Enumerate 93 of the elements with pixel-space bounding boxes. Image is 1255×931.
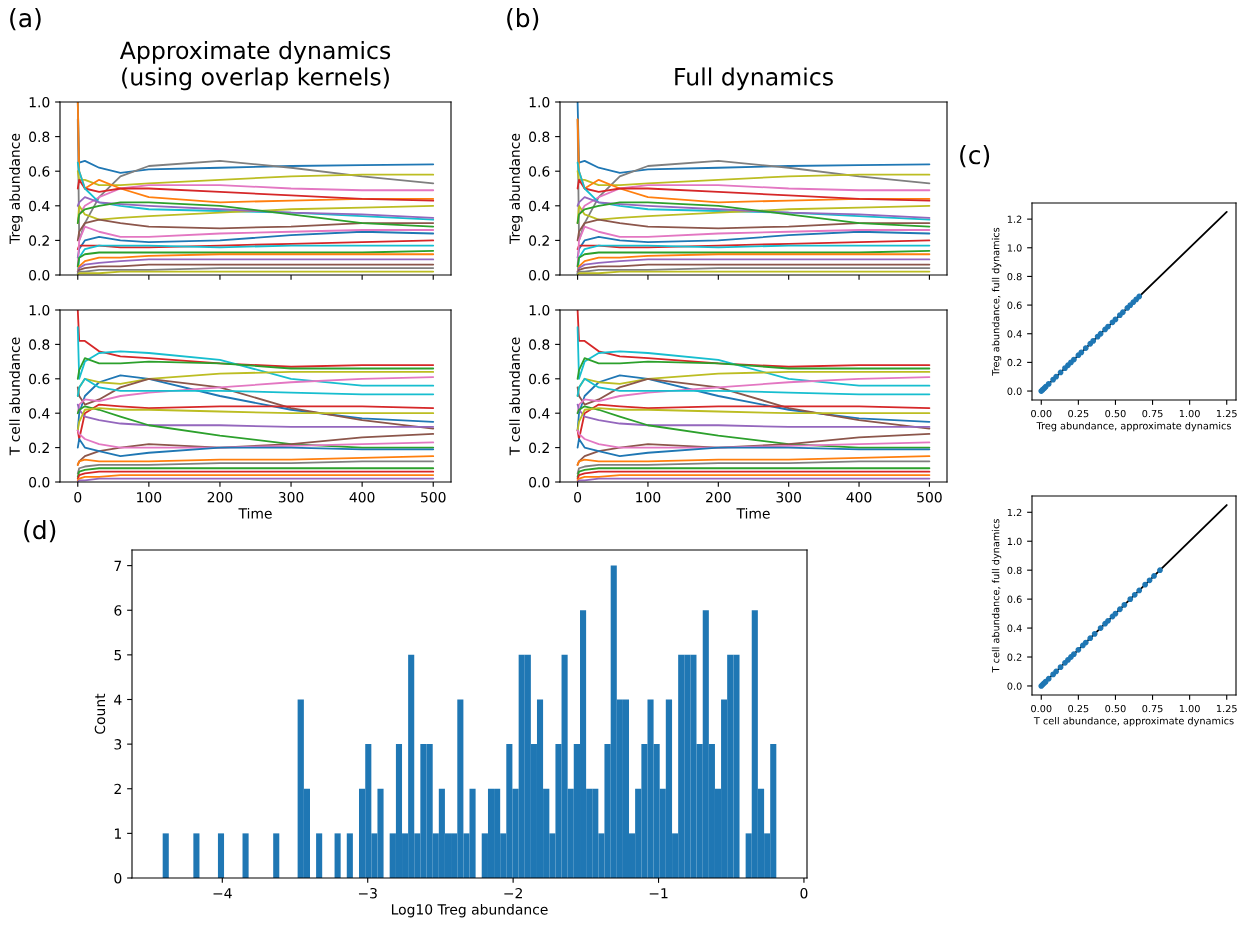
x-tick-label: 1.25 — [1216, 409, 1237, 418]
y-tick-label: 0.2 — [529, 235, 549, 246]
x-axis-title: Treg abundance, approximate dynamics — [1036, 421, 1231, 432]
x-tick-label: 400 — [846, 491, 872, 503]
chart-title: Full dynamics — [675, 67, 833, 91]
y-tick-label: 2 — [114, 783, 121, 795]
y-tick-label: 6 — [114, 605, 122, 616]
x-tick-label: 1.25 — [1216, 704, 1237, 713]
x-tick-label: 1.00 — [1179, 409, 1200, 418]
y-tick-label: 0.8 — [529, 131, 550, 143]
y-tick-label: 0.2 — [29, 442, 49, 454]
y-tick-label: 0.0 — [1007, 387, 1022, 395]
x-tick-label: 0 — [74, 491, 82, 503]
y-tick-label: 0.4 — [29, 200, 50, 212]
y-tick-label: 0.8 — [1007, 566, 1022, 574]
x-axis-title: Time — [238, 507, 272, 519]
y-tick-label: 0.6 — [529, 166, 550, 177]
x-tick-label: −2 — [504, 887, 522, 899]
y-tick-label: 7 — [114, 560, 122, 571]
x-tick-label: 0.75 — [1142, 409, 1163, 418]
y-tick-label: 0.6 — [29, 166, 50, 177]
x-tick-label: 0 — [800, 887, 808, 899]
x-tick-label: 0 — [574, 491, 582, 503]
y-tick-label: 0.0 — [529, 269, 550, 281]
y-tick-label: 0.0 — [1007, 682, 1022, 690]
text: (c) — [960, 145, 990, 168]
y-tick-label: 0.4 — [529, 408, 550, 419]
x-tick-label: 200 — [207, 491, 233, 503]
y-tick-label: 1.0 — [29, 96, 50, 108]
y-axis-title: T cell abundance — [9, 337, 20, 456]
y-tick-label: 1.0 — [529, 304, 550, 316]
x-tick-label: 0.75 — [1142, 704, 1163, 713]
x-tick-label: −3 — [358, 887, 377, 899]
x-tick-label: 200 — [706, 491, 731, 503]
y-tick-label: 0.4 — [1007, 330, 1022, 338]
y-tick-label: 0.0 — [529, 476, 550, 488]
y-tick-label: 4 — [114, 694, 122, 705]
x-tick-label: 0.50 — [1105, 704, 1126, 713]
y-tick-label: 1.0 — [1007, 537, 1022, 546]
y-axis-title: Count — [94, 693, 106, 734]
y-tick-label: 0.2 — [29, 235, 49, 246]
x-tick-label: −1 — [649, 888, 668, 899]
x-tick-label: 300 — [278, 491, 304, 503]
x-tick-label: −4 — [213, 888, 232, 899]
y-tick-label: 0 — [114, 872, 122, 884]
x-tick-label: 300 — [776, 491, 802, 503]
y-tick-label: 1 — [114, 828, 121, 839]
y-axis-title: Treg abundance — [509, 133, 523, 244]
y-tick-label: 0.8 — [29, 131, 50, 143]
x-tick-label: 0.50 — [1105, 409, 1126, 418]
y-tick-label: 5 — [114, 650, 122, 661]
y-tick-label: 0.2 — [1007, 358, 1022, 367]
y-tick-label: 1.0 — [29, 304, 50, 316]
text: (b) — [507, 8, 539, 31]
y-tick-label: 0.0 — [29, 269, 50, 281]
y-tick-label: 3 — [114, 739, 122, 750]
x-tick-label: 0.25 — [1068, 704, 1089, 713]
y-tick-label: 1.2 — [1007, 215, 1022, 223]
y-tick-label: 0.6 — [1007, 301, 1022, 309]
chart-title: Approximate dynamics (using overlap kernels) — [119, 40, 391, 91]
y-tick-label: 0.8 — [1007, 272, 1022, 281]
y-tick-label: 0.2 — [1007, 653, 1022, 661]
x-axis-title: Log10 Treg abundance — [391, 903, 548, 918]
x-axis-title: T cell abundance, approximate dynamics — [1033, 716, 1234, 727]
x-tick-label: 400 — [349, 491, 375, 503]
y-tick-label: 0.4 — [1007, 624, 1022, 632]
y-axis-title: T cell abundance, full dynamics — [991, 519, 1002, 673]
y-tick-label: 0.6 — [1007, 595, 1022, 603]
x-tick-label: 0.00 — [1031, 409, 1052, 418]
y-tick-label: 0.8 — [529, 339, 550, 350]
y-tick-label: 1.0 — [529, 96, 550, 108]
y-tick-label: 0.6 — [29, 373, 50, 385]
y-tick-label: 0.6 — [529, 373, 550, 385]
x-tick-label: 0.25 — [1068, 409, 1089, 418]
y-tick-label: 0.8 — [29, 339, 50, 350]
x-axis-title: Time — [736, 507, 770, 519]
x-tick-label: 1.00 — [1179, 704, 1200, 713]
y-tick-label: 0.2 — [529, 442, 549, 454]
y-tick-label: 0.4 — [529, 200, 550, 212]
y-tick-label: 0.4 — [29, 408, 50, 419]
x-tick-label: 100 — [137, 491, 162, 503]
y-axis-title: Treg abundance — [9, 133, 23, 244]
y-axis-title: T cell abundance — [509, 337, 520, 456]
x-tick-label: 500 — [917, 491, 942, 503]
y-axis-title: Treg abundance, full dynamics — [991, 227, 1002, 376]
x-tick-label: 100 — [636, 491, 661, 503]
x-tick-label: 0.00 — [1031, 704, 1052, 713]
text: (a) — [10, 8, 41, 31]
y-tick-label: 1.0 — [1007, 244, 1022, 252]
x-tick-label: 500 — [421, 491, 446, 503]
y-tick-label: 1.2 — [1007, 508, 1022, 516]
text: (d) — [24, 520, 56, 543]
y-tick-label: 0.0 — [29, 476, 50, 488]
